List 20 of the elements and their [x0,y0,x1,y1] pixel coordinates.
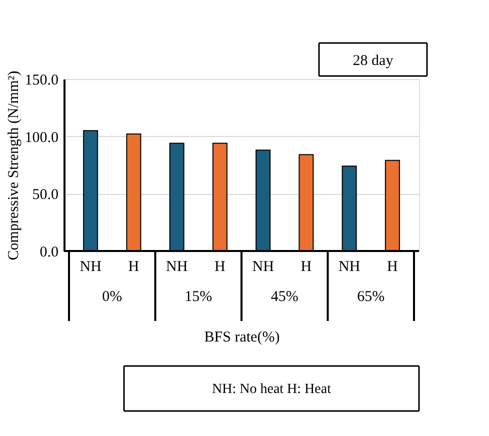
x-axis-title: BFS rate(%) [204,330,280,346]
y-axis-title: Compressive Strength (N/mm²) [6,70,22,260]
x-tick-label: H [214,259,226,275]
text: 15% [184,289,212,305]
x-tick-label: H [128,259,140,275]
x-tick-label: H [387,259,398,275]
x-tick-label: NH [338,259,360,275]
y-tick-label: 0.0 [40,244,58,260]
text: 65% [357,289,385,305]
x-tick-label: H [300,259,312,275]
y-tick-label: 100.0 [24,130,58,146]
x-tick-label: NH [80,259,102,275]
y-tick-label: 50.0 [32,187,58,204]
x-tick-label: NH [252,259,274,275]
text: NH: No heat H: Heat [212,382,332,397]
y-tick-label: 150.0 [24,72,58,88]
x-tick-label: NH [166,259,188,275]
text: 45% [270,289,298,305]
text: 28 day [352,53,394,69]
text: 0% [102,289,122,305]
